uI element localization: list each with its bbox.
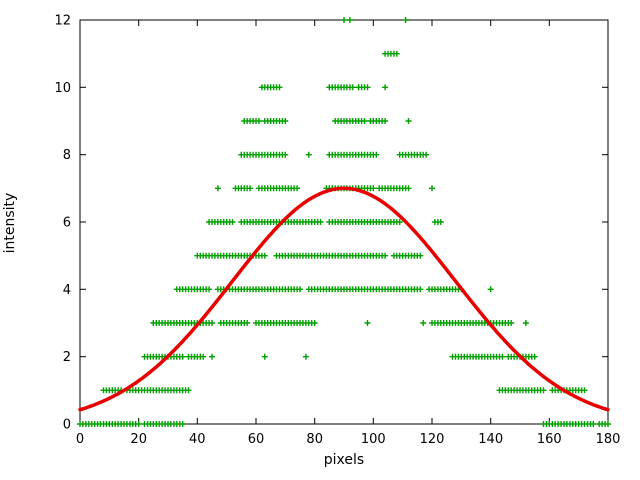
fit-curve xyxy=(78,186,610,412)
y-tick-label: 10 xyxy=(54,81,71,96)
x-tick-label: 180 xyxy=(596,432,621,447)
y-tick-label: 6 xyxy=(63,216,71,231)
x-tick-label: 120 xyxy=(420,432,445,447)
y-axis-label: intensity xyxy=(2,192,18,254)
x-tick-label: 0 xyxy=(76,432,84,447)
y-tick-label: 12 xyxy=(54,14,71,29)
y-tick-label: 8 xyxy=(63,148,71,163)
scatter-points xyxy=(77,17,611,427)
x-tick-label: 100 xyxy=(361,432,386,447)
y-tick-label: 4 xyxy=(63,283,71,298)
x-tick-label: 140 xyxy=(478,432,503,447)
x-tick-label: 160 xyxy=(537,432,562,447)
x-tick-label: 20 xyxy=(130,432,147,447)
x-tick-label: 80 xyxy=(306,432,323,447)
y-tick-label: 0 xyxy=(63,418,71,433)
x-tick-label: 60 xyxy=(248,432,265,447)
x-tick-label: 40 xyxy=(189,432,206,447)
y-tick-label: 2 xyxy=(63,350,71,365)
x-axis-label: pixels xyxy=(323,452,365,468)
